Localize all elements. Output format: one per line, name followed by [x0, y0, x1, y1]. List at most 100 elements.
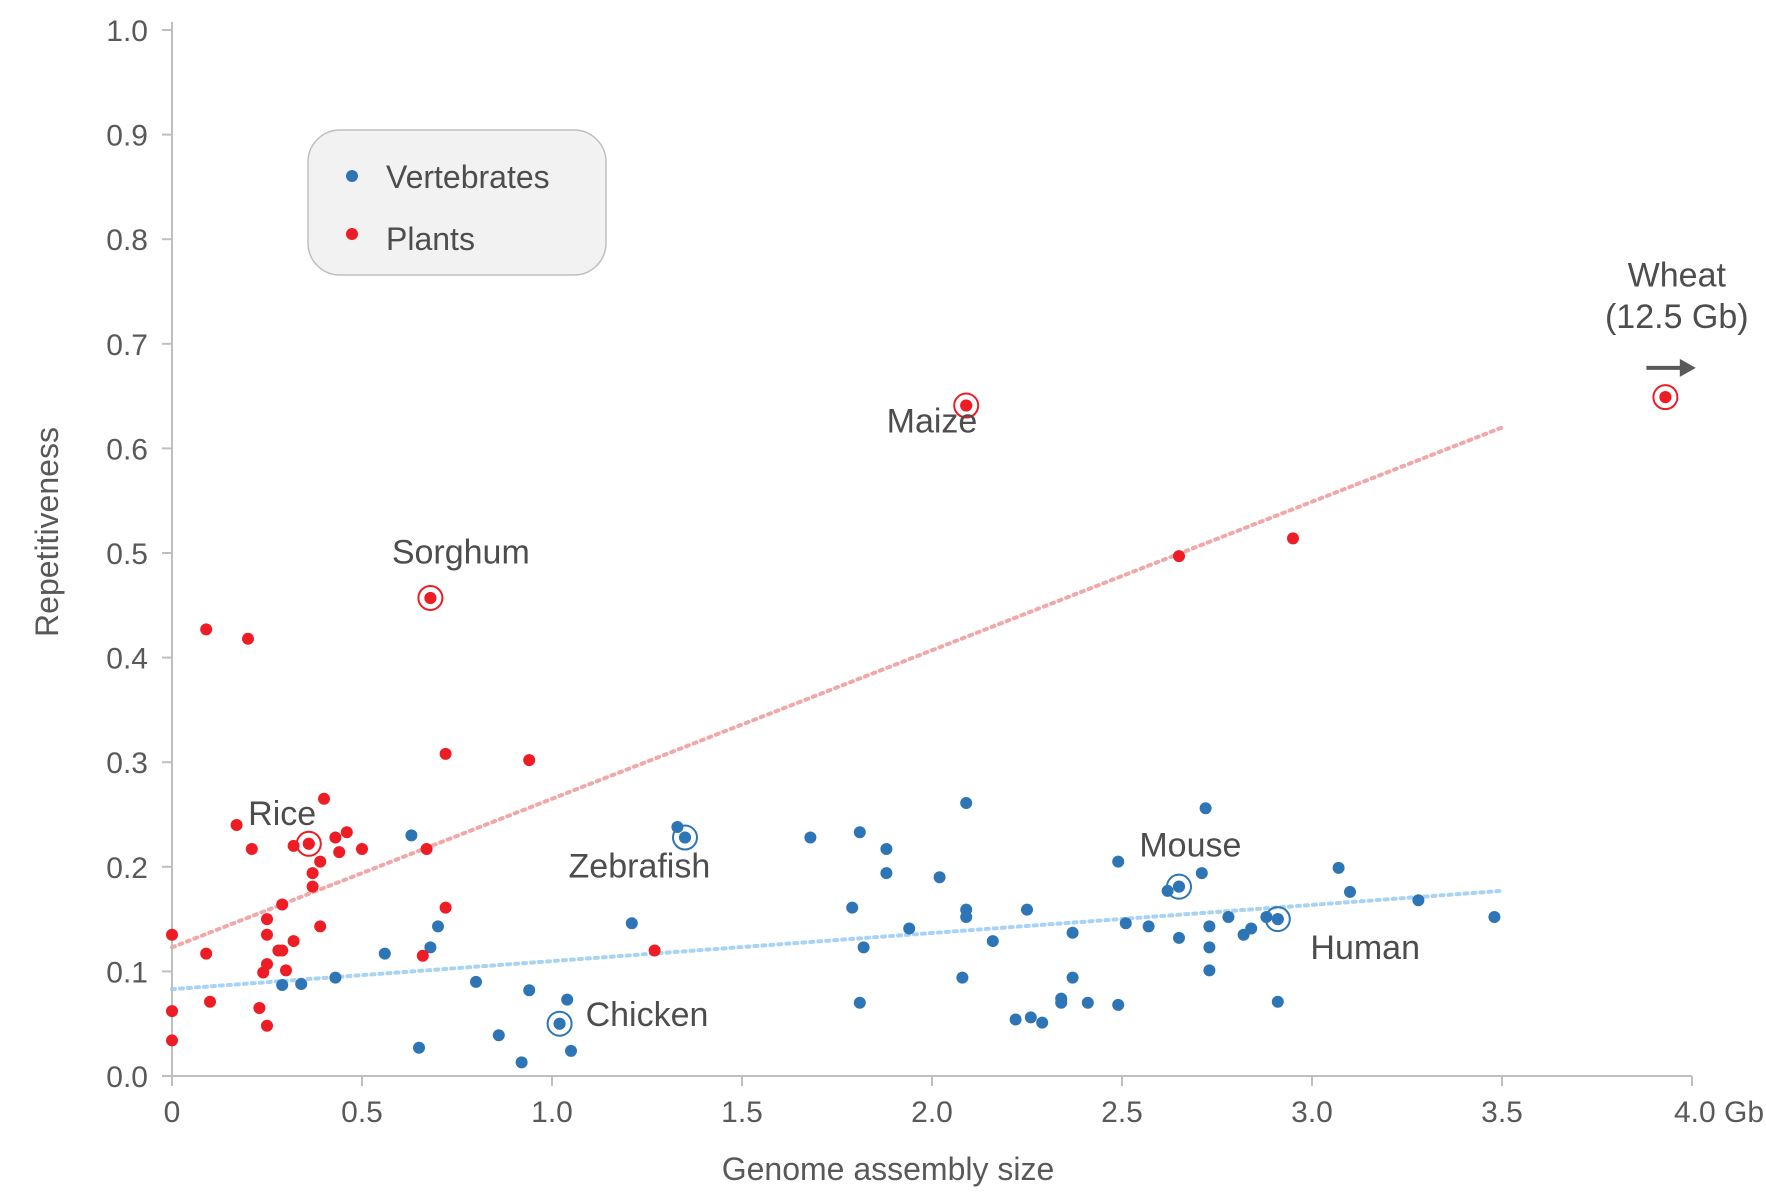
highlight-rings	[295, 384, 1679, 1037]
point-plants	[280, 964, 292, 977]
y-tick-label: 0.6	[106, 433, 148, 466]
highlight-ring-human	[1264, 906, 1291, 933]
point-plants	[287, 935, 300, 948]
point-vertebrates	[846, 901, 859, 914]
point-vertebrates	[903, 922, 916, 935]
y-tick-label: 0.4	[106, 643, 148, 676]
point-plants	[230, 818, 243, 831]
x-tick-label: 4.0 Gb	[1674, 1096, 1764, 1129]
point-vertebrates	[1009, 1013, 1022, 1026]
highlight-point-sorghum	[424, 591, 437, 604]
point-vertebrates	[1195, 867, 1208, 880]
point-vertebrates	[1024, 1011, 1037, 1024]
point-plants	[245, 843, 258, 856]
annotation-chicken: Chicken	[586, 996, 709, 1034]
point-plants	[276, 944, 289, 957]
annotation-wheat: Wheat	[1628, 256, 1727, 294]
point-vertebrates	[853, 826, 866, 839]
highlight-ring-mouse	[1166, 873, 1192, 900]
y-tick-label: 0.1	[106, 956, 148, 989]
point-plants	[329, 831, 342, 844]
point-vertebrates	[1066, 926, 1079, 939]
x-tick-label: 3.5	[1481, 1096, 1523, 1129]
point-vertebrates	[378, 947, 391, 960]
point-vertebrates	[1036, 1016, 1049, 1029]
trendlines	[170, 425, 1504, 992]
point-plants	[340, 826, 353, 839]
point-plants	[242, 632, 254, 645]
annotation-maize: Maize	[887, 403, 978, 441]
y-tick-label: 0.5	[106, 538, 148, 571]
point-vertebrates	[565, 1044, 577, 1057]
point-plants	[318, 792, 330, 805]
annotation-zebrafish: Zebrafish	[569, 847, 711, 885]
legend-marker-vertebrates	[346, 170, 358, 182]
x-tick-label: 0	[164, 1096, 181, 1129]
point-vertebrates	[1055, 996, 1068, 1009]
point-plants	[306, 867, 319, 880]
point-vertebrates	[1142, 920, 1155, 933]
point-vertebrates	[960, 911, 973, 924]
point-plants	[166, 1034, 178, 1047]
highlight-point-rice	[302, 837, 315, 850]
y-tick-label: 0.0	[106, 1061, 148, 1094]
point-vertebrates	[880, 867, 893, 880]
point-vertebrates	[956, 971, 969, 984]
point-vertebrates	[853, 996, 866, 1009]
highlight-ring-maize	[953, 392, 980, 419]
point-vertebrates	[625, 917, 638, 930]
point-plants	[166, 1005, 178, 1018]
point-plants	[356, 843, 368, 856]
data-points	[166, 391, 1672, 1069]
point-vertebrates	[960, 796, 973, 809]
point-vertebrates	[1332, 861, 1345, 874]
point-plants	[261, 928, 273, 941]
point-vertebrates	[523, 984, 536, 997]
point-plants	[314, 855, 327, 868]
highlight-point-maize	[960, 399, 973, 412]
legend-marker-plants	[346, 228, 358, 240]
x-tick-label: 2.0	[911, 1096, 953, 1129]
point-plants	[416, 949, 429, 962]
legend-box	[307, 129, 607, 276]
y-tick-label: 0.2	[106, 852, 148, 885]
point-vertebrates	[424, 941, 437, 954]
point-vertebrates	[1412, 894, 1425, 907]
point-vertebrates	[1203, 920, 1216, 933]
point-plants	[200, 623, 213, 636]
point-vertebrates	[1119, 917, 1132, 930]
arrow-head	[1679, 358, 1696, 377]
point-vertebrates	[1199, 802, 1212, 815]
highlight-ring-sorghum	[417, 584, 444, 611]
point-plants	[314, 920, 327, 933]
point-vertebrates	[857, 941, 870, 954]
y-axis-title: Repetitiveness	[29, 427, 65, 637]
y-tick-label: 0.8	[106, 224, 148, 257]
point-vertebrates	[1245, 922, 1258, 935]
point-plants	[276, 898, 289, 911]
point-vertebrates	[1021, 903, 1033, 916]
x-axis-title: Genome assembly size	[722, 1151, 1055, 1187]
highlight-ring-rice	[295, 830, 322, 857]
y-tick-label: 0.7	[106, 329, 148, 362]
point-vertebrates	[515, 1056, 528, 1069]
x-axis-ticks: 0 0.5 1.0 1.5 2.0 2.5 3.0 3.5 4.0 Gb	[164, 1076, 1764, 1129]
point-plants	[439, 747, 452, 760]
y-axis-ticks: 0.0 0.1 0.2 0.3 0.4 0.5 0.6 0.7 0.8 0.9 1.0	[106, 15, 172, 1094]
point-vertebrates	[933, 871, 946, 884]
point-plants	[333, 846, 346, 859]
highlight-point-chicken	[553, 1017, 566, 1030]
point-vertebrates	[405, 829, 418, 842]
point-vertebrates	[492, 1029, 505, 1042]
point-vertebrates	[1066, 971, 1079, 984]
point-vertebrates	[986, 935, 999, 948]
y-tick-label: 0.9	[106, 120, 148, 153]
point-plants	[261, 958, 273, 971]
trendline-plants	[170, 425, 1504, 950]
legend: Vertebrates Plants	[307, 129, 607, 276]
point-plants	[523, 754, 536, 767]
x-tick-label: 2.5	[1101, 1096, 1143, 1129]
point-plants	[1173, 550, 1185, 563]
point-vertebrates	[1203, 941, 1216, 954]
